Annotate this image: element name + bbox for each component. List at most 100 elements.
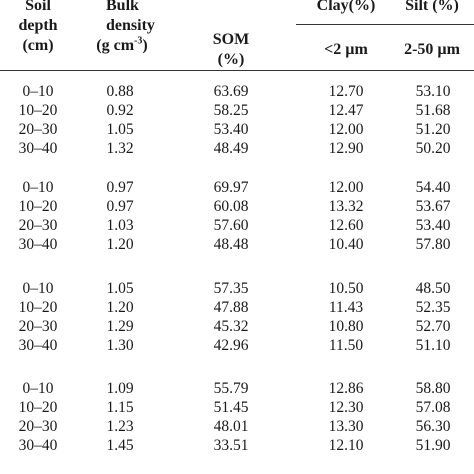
som-cell: 33.51 [213,437,249,454]
depth-cell: 30–40 [18,140,58,157]
table-row: 0–10 1.09 55.79 12.86 58.80 [0,379,474,399]
table-row: 20–30 1.03 57.60 12.60 53.40 [0,216,474,236]
clay-cell: 11.50 [328,337,364,354]
silt-cell: 53.67 [415,198,451,215]
clay-cell: 12.30 [328,399,364,416]
silt-cell: 51.68 [415,102,451,119]
table-row: 10–20 0.92 58.25 12.47 51.68 [0,101,474,121]
silt-cell: 56.30 [415,418,451,435]
header-clay: Clay(%) [296,0,396,16]
silt-cell: 57.08 [415,399,451,416]
clay-cell: 10.80 [328,318,364,335]
silt-cell: 50.20 [415,140,451,157]
table-row: 0–10 1.05 57.35 10.50 48.50 [0,279,474,299]
clay-cell: 13.30 [328,418,364,435]
clay-cell: 12.90 [328,140,364,157]
table-row: 20–30 1.23 48.01 13.30 56.30 [0,417,474,437]
clay-cell: 13.32 [328,198,364,215]
som-cell: 47.88 [213,299,249,316]
bulk-density-cell: 0.97 [106,198,134,215]
table-row: 10–20 1.15 51.45 12.30 57.08 [0,398,474,418]
header-bottom-rule [0,70,474,71]
som-cell: 55.79 [213,380,249,397]
depth-cell: 0–10 [22,83,54,100]
clay-cell: 10.40 [328,236,364,253]
bulk-density-cell: 1.29 [106,318,134,335]
som-cell: 53.40 [213,121,249,138]
table-row: 10–20 1.20 47.88 11.43 52.35 [0,298,474,318]
header-bulk-density-line2: density [106,17,155,34]
silt-cell: 53.10 [415,83,451,100]
header-silt-label: Silt (%) [405,0,459,14]
table-row: 20–30 1.05 53.40 12.00 51.20 [0,120,474,140]
header-bulk-density-line1: Bulk [106,0,139,14]
header-soil-depth-line2: depth [18,17,58,34]
clay-cell: 12.60 [328,217,364,234]
som-cell: 69.97 [213,179,249,196]
header-silt-unit: 2-50 µm [404,41,460,58]
clay-cell: 12.70 [328,83,364,100]
depth-cell: 30–40 [18,437,58,454]
silt-cell: 53.40 [415,217,451,234]
depth-cell: 0–10 [22,179,54,196]
depth-cell: 20–30 [18,121,58,138]
table-row: 30–40 1.32 48.49 12.90 50.20 [0,139,474,159]
bulk-density-cell: 1.05 [106,121,134,138]
table-row: 30–40 1.20 48.48 10.40 57.80 [0,235,474,255]
som-cell: 42.96 [213,337,249,354]
depth-cell: 30–40 [18,236,58,253]
header-bulk-density: Bulk density (g cm-3) [74,0,170,56]
table-row: 0–10 0.88 63.69 12.70 53.10 [0,82,474,102]
table-row: 20–30 1.29 45.32 10.80 52.70 [0,317,474,337]
bulk-density-cell: 1.30 [106,337,134,354]
table-row: 30–40 1.45 33.51 12.10 51.90 [0,436,474,456]
header-clay-unit: <2 µm [324,41,368,58]
depth-cell: 10–20 [18,102,58,119]
clay-cell: 12.47 [328,102,364,119]
table-row: 10–20 0.97 60.08 13.32 53.67 [0,197,474,217]
clay-cell: 12.00 [328,121,364,138]
bulk-density-cell: 1.45 [106,437,134,454]
depth-cell: 20–30 [18,318,58,335]
header-som: SOM (%) [192,30,270,70]
som-cell: 48.48 [213,236,249,253]
depth-cell: 20–30 [18,217,58,234]
header-bulk-density-exponent: -3 [134,35,143,47]
som-cell: 58.25 [213,102,249,119]
som-cell: 57.35 [213,280,249,297]
bulk-density-cell: 1.09 [106,380,134,397]
som-cell: 51.45 [213,399,249,416]
header-bulk-density-close: ) [142,37,148,54]
silt-cell: 48.50 [415,280,451,297]
bulk-density-cell: 1.32 [106,140,134,157]
som-cell: 48.01 [213,418,249,435]
clay-cell: 12.00 [328,179,364,196]
header-subrule [296,24,474,25]
bulk-density-cell: 1.20 [106,236,134,253]
clay-cell: 10.50 [328,280,364,297]
header-silt: Silt (%) [390,0,474,16]
bulk-density-cell: 1.03 [106,217,134,234]
depth-cell: 10–20 [18,399,58,416]
bulk-density-cell: 1.20 [106,299,134,316]
depth-cell: 0–10 [22,280,54,297]
silt-cell: 51.10 [415,337,451,354]
bulk-density-cell: 1.15 [106,399,134,416]
depth-cell: 10–20 [18,299,58,316]
silt-cell: 52.35 [415,299,451,316]
som-cell: 45.32 [213,318,249,335]
header-soil-depth: Soil depth (cm) [0,0,76,56]
depth-cell: 0–10 [22,380,54,397]
table-row: 0–10 0.97 69.97 12.00 54.40 [0,178,474,198]
depth-cell: 10–20 [18,198,58,215]
clay-cell: 12.86 [328,380,364,397]
clay-cell: 12.10 [328,437,364,454]
silt-cell: 54.40 [415,179,451,196]
silt-cell: 51.20 [415,121,451,138]
bulk-density-cell: 0.88 [106,83,134,100]
silt-cell: 57.80 [415,236,451,253]
silt-cell: 51.90 [415,437,451,454]
header-bulk-density-unit: (g cm [96,37,135,54]
header-bulk-density-line3: (g cm-3) [74,36,170,56]
som-cell: 60.08 [213,198,249,215]
